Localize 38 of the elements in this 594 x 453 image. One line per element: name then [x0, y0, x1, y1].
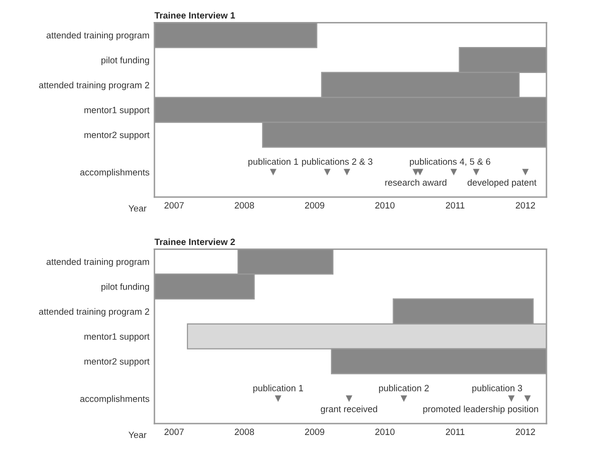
- y-tick-label: attended training program 2: [39, 308, 150, 317]
- x-tick-label: 2010: [375, 202, 395, 209]
- data-label: grant received: [320, 406, 378, 414]
- x-tick-label: 2011: [446, 428, 464, 436]
- x-tick-label: 2009: [305, 202, 324, 209]
- y-tick-label: mentor1 support: [84, 333, 150, 342]
- y-tick-label: mentor2 support: [84, 358, 150, 366]
- x-tick-label: 2012: [516, 202, 535, 209]
- y-tick-label: attended training program: [46, 258, 149, 267]
- x-tick-label: 2007: [164, 202, 184, 209]
- x-tick-label: 2009: [305, 428, 324, 436]
- data-label: publication 3: [472, 384, 522, 394]
- x-tick-label: 2008: [234, 202, 254, 209]
- x-axis-title: Year: [128, 432, 146, 438]
- x-tick-label: 2011: [446, 202, 464, 209]
- data-label: developed patent: [468, 179, 536, 188]
- x-tick-label: 2007: [164, 428, 184, 436]
- data-label: publications 4, 5 & 6: [410, 158, 490, 167]
- x-tick-label: 2010: [375, 428, 395, 436]
- y-tick-label: accomplishments: [80, 395, 150, 404]
- data-label: publication 1: [248, 158, 298, 167]
- x-axis-title: Year: [128, 205, 146, 212]
- y-tick-label: mentor2 support: [84, 132, 150, 140]
- chart-title: Trainee Interview 1: [154, 12, 235, 19]
- y-tick-label: attended training program 2: [39, 82, 150, 90]
- y-tick-label: attended training program: [46, 32, 149, 40]
- data-label: publication 1: [253, 384, 303, 394]
- data-label: publication 2: [379, 384, 429, 394]
- data-label: promoted leadership position: [423, 406, 538, 414]
- y-tick-label: mentor1 support: [84, 106, 150, 115]
- x-tick-label: 2012: [516, 428, 535, 436]
- data-label: research award: [385, 179, 446, 186]
- data-label: publications 2 & 3: [302, 158, 372, 167]
- y-tick-label: pilot funding: [101, 56, 149, 66]
- y-tick-label: pilot funding: [101, 283, 149, 292]
- y-tick-label: accomplishments: [80, 168, 150, 178]
- x-tick-label: 2008: [234, 428, 254, 436]
- chart-title: Trainee Interview 2: [154, 238, 235, 246]
